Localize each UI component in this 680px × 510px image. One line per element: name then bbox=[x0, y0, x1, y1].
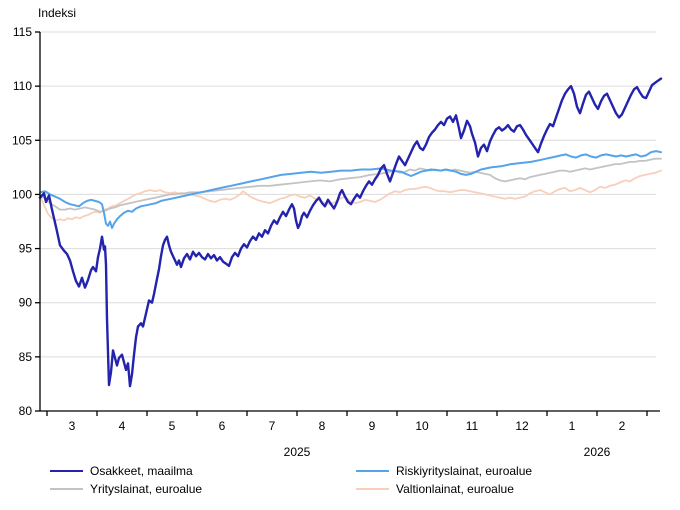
x-month-label-6: 6 bbox=[219, 419, 226, 433]
x-month-label-11: 11 bbox=[466, 419, 479, 433]
y-tick-label-80: 80 bbox=[19, 404, 33, 418]
legend-item-yrityslainat: Yrityslainat, euroalue bbox=[50, 482, 202, 496]
series-line-riskiyrityslainat bbox=[39, 150, 662, 229]
x-month-label-10: 10 bbox=[415, 419, 429, 433]
legend-item-osakkeet: Osakkeet, maailma bbox=[50, 464, 193, 478]
legend-line-valtionlainat bbox=[356, 487, 389, 491]
x-month-label-9: 9 bbox=[369, 419, 376, 433]
y-tick-label-115: 115 bbox=[13, 25, 32, 39]
chart-title: Indeksi bbox=[38, 6, 77, 20]
y-tick-label-90: 90 bbox=[19, 296, 33, 310]
legend-label: Yrityslainat, euroalue bbox=[90, 482, 203, 496]
x-month-label-3: 3 bbox=[69, 419, 76, 433]
legend-label: Riskiyrityslainat, euroalue bbox=[396, 464, 533, 478]
x-month-label-8: 8 bbox=[319, 419, 326, 433]
legend-line-riskiyrityslainat bbox=[356, 469, 389, 473]
series-line-osakkeet bbox=[38, 77, 663, 388]
y-tick-label-95: 95 bbox=[19, 242, 33, 256]
year-label-2025: 2025 bbox=[284, 445, 311, 458]
series-line-yrityslainat bbox=[39, 157, 662, 213]
legend-item-riskiyrityslainat: Riskiyrityslainat, euroalue bbox=[356, 464, 532, 478]
y-tick-label-105: 105 bbox=[12, 133, 32, 147]
legend-label: Osakkeet, maailma bbox=[90, 464, 193, 478]
x-month-label-12: 12 bbox=[515, 419, 529, 433]
x-month-label-5: 5 bbox=[169, 419, 176, 433]
legend-label: Valtionlainat, euroalue bbox=[396, 482, 514, 496]
x-month-label-4: 4 bbox=[119, 419, 126, 433]
legend-line-osakkeet bbox=[50, 469, 83, 473]
x-month-label-7: 7 bbox=[269, 419, 276, 433]
series-line-valtionlainat bbox=[39, 169, 662, 222]
legend-line-yrityslainat bbox=[50, 487, 83, 491]
x-month-label-2: 2 bbox=[619, 419, 626, 433]
y-tick-label-85: 85 bbox=[19, 350, 33, 364]
legend-item-valtionlainat: Valtionlainat, euroalue bbox=[356, 482, 514, 496]
y-tick-label-110: 110 bbox=[13, 79, 32, 93]
y-tick-label-100: 100 bbox=[12, 187, 32, 201]
year-label-2026: 2026 bbox=[584, 445, 611, 458]
x-month-label-1: 1 bbox=[569, 419, 576, 433]
